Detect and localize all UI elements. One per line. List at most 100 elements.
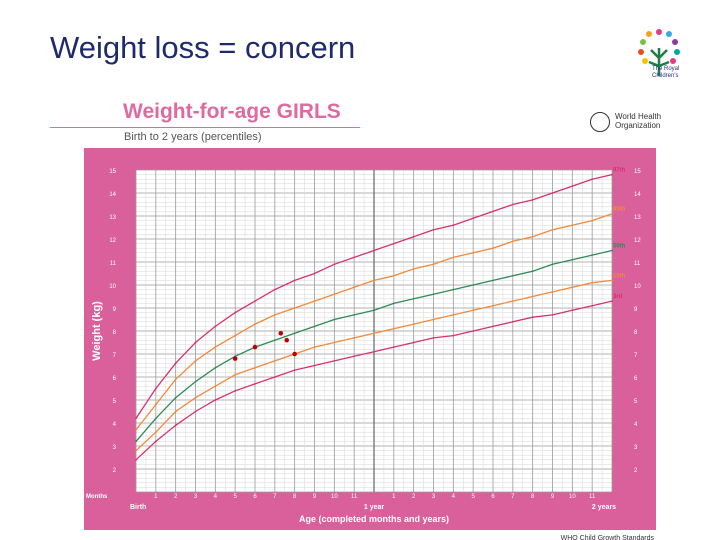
percentile-point-85th [135,429,137,431]
percentile-point-85th [551,228,554,231]
percentile-point-3rd [531,316,534,319]
y-tick-label-left: 3 [113,445,117,451]
y-tick-label-right: 2 [634,468,638,474]
percentile-point-85th [174,378,177,381]
percentile-label-50th: 50th [613,244,626,250]
percentile-point-85th [373,279,375,282]
x-tick-label: 9 [551,494,555,500]
percentile-point-85th [392,274,395,277]
year1-label: 1 year [364,504,385,511]
percentile-point-85th [492,247,494,250]
y-tick-label-right: 7 [634,353,638,359]
percentile-point-85th [234,334,237,337]
y-tick-label-left: 8 [113,330,117,336]
months-label: Months [86,494,108,500]
y-tick-label-right: 11 [634,261,641,267]
percentile-point-97th [273,288,276,291]
percentile-point-3rd [273,376,276,378]
percentile-point-50th [531,270,534,273]
percentile-point-3rd [412,341,415,344]
percentile-point-15th [214,385,217,388]
percentile-point-15th [194,396,197,399]
percentile-point-3rd [135,458,137,461]
percentile-point-85th [452,256,455,259]
patient-weight-point [252,344,258,350]
percentile-point-97th [174,362,177,365]
x-tick-label: 4 [452,494,456,500]
percentile-point-50th [373,309,375,312]
y-tick-label-right: 8 [634,330,638,336]
percentile-point-85th [293,307,296,309]
percentile-point-3rd [432,337,435,339]
percentile-point-50th [472,284,475,286]
x-tick-label: 7 [511,494,515,500]
percentile-point-3rd [452,334,455,337]
percentile-point-15th [333,341,336,344]
percentile-point-15th [432,318,435,321]
who-logo-text: World Health Organization [615,112,661,130]
chart-subtitle: Birth to 2 years (percentiles) [124,131,262,143]
percentile-point-50th [432,293,435,296]
percentile-point-97th [432,228,435,231]
x-tick-label: 6 [253,494,257,500]
x-tick-label: 11 [351,494,358,500]
percentile-point-50th [551,263,554,266]
percentile-point-50th [333,318,336,321]
percentile-point-15th [273,360,276,362]
x-tick-label: 9 [313,494,317,500]
x-axis-label: Age (completed months and years) [299,514,449,524]
percentile-point-97th [154,387,157,390]
percentile-label-15th: 15th [613,273,626,279]
percentile-point-50th [611,249,613,252]
slide-title: Weight loss = concern [50,30,356,65]
percentile-point-3rd [591,304,594,307]
percentile-point-15th [591,281,594,284]
percentile-label-97th: 97th [613,168,626,174]
percentile-point-3rd [551,314,554,316]
percentile-point-50th [194,380,197,383]
y-tick-label-right: 5 [634,399,638,405]
percentile-label-85th: 85th [613,207,626,213]
percentile-point-97th [373,249,375,252]
patient-weight-point [232,356,238,361]
percentile-point-15th [254,366,256,369]
x-tick-label: 5 [233,494,237,500]
percentile-point-97th [353,256,356,259]
percentile-point-50th [313,325,316,328]
percentile-point-85th [511,240,514,243]
percentile-point-97th [571,185,574,188]
percentile-point-15th [452,314,455,316]
x-tick-label: 11 [589,494,596,500]
title-rule [50,127,360,128]
percentile-point-3rd [571,309,574,312]
percentile-point-15th [412,323,415,325]
percentile-point-3rd [234,389,237,392]
percentile-point-97th [531,199,534,201]
patient-weight-point [278,331,284,336]
percentile-point-15th [611,279,613,282]
percentile-point-85th [333,293,336,296]
x-tick-label: 5 [471,494,475,500]
x-tick-label: 1 [392,494,396,500]
y-tick-label-right: 9 [634,307,638,313]
percentile-point-85th [194,360,197,362]
chart-footer: WHO Child Growth Standards [561,535,655,540]
percentile-point-50th [412,297,415,300]
percentile-point-3rd [611,300,613,302]
percentile-point-3rd [174,424,177,427]
percentile-point-15th [154,431,157,434]
percentile-point-85th [611,212,613,215]
percentile-point-15th [492,304,494,307]
percentile-point-15th [135,449,137,452]
percentile-point-85th [254,323,256,325]
percentile-point-15th [472,309,475,312]
x-tick-label: 1 [154,494,158,500]
logo-text: The Royal Children's [652,66,679,80]
percentile-point-97th [551,192,554,194]
percentile-point-3rd [214,399,217,401]
x-tick-label: 2 [174,494,178,500]
who-line-2: Organization [615,121,661,130]
percentile-point-97th [214,325,217,328]
y-tick-label-left: 12 [109,238,116,244]
percentile-point-15th [551,291,554,293]
